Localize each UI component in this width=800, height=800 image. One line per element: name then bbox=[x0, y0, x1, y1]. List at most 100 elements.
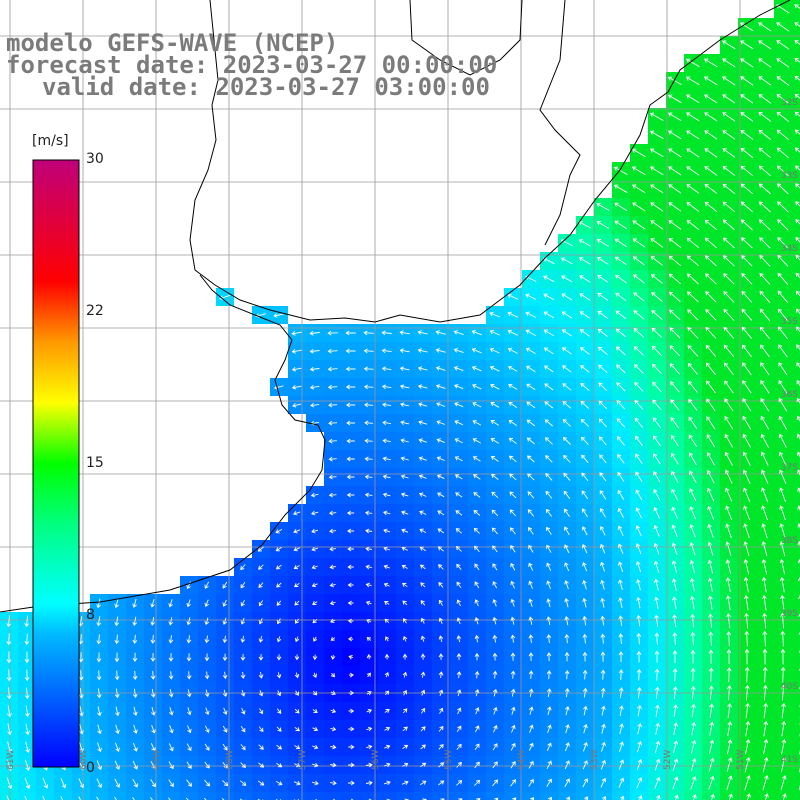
field-cell bbox=[54, 792, 72, 800]
field-cell bbox=[486, 792, 504, 800]
wind-arrow bbox=[743, 559, 750, 575]
wind-arrow bbox=[741, 237, 753, 249]
wind-arrow bbox=[383, 564, 390, 570]
wind-arrow bbox=[669, 309, 681, 321]
wind-arrow bbox=[204, 671, 210, 680]
wind-arrow bbox=[778, 380, 788, 394]
wind-arrow bbox=[420, 582, 426, 588]
wind-arrow bbox=[455, 510, 463, 516]
wind-arrow bbox=[455, 528, 462, 534]
wind-arrow bbox=[222, 762, 228, 769]
wind-arrow bbox=[150, 779, 156, 788]
wind-arrow bbox=[562, 436, 571, 445]
wind-arrow bbox=[726, 631, 732, 647]
wind-arrow bbox=[776, 129, 789, 141]
wind-arrow bbox=[203, 797, 207, 800]
wind-arrow bbox=[490, 420, 500, 426]
wind-arrow bbox=[454, 402, 464, 408]
wind-arrow bbox=[490, 438, 499, 444]
wind-arrow bbox=[471, 347, 482, 354]
wind-arrow bbox=[381, 348, 392, 354]
wind-arrow bbox=[382, 456, 391, 462]
wind-arrow bbox=[761, 594, 767, 611]
colorbar-scale bbox=[32, 159, 80, 768]
wind-arrow bbox=[655, 722, 661, 735]
wind-arrow bbox=[435, 384, 446, 389]
wind-arrow bbox=[725, 595, 731, 611]
wind-arrow bbox=[240, 617, 246, 625]
wind-arrow bbox=[364, 402, 374, 408]
wind-arrow bbox=[794, 4, 800, 9]
wind-arrow bbox=[758, 165, 771, 177]
wind-arrow bbox=[760, 451, 769, 466]
wind-arrow bbox=[510, 634, 516, 643]
wind-arrow bbox=[686, 184, 700, 194]
wind-arrow bbox=[727, 685, 732, 701]
wind-arrow bbox=[150, 598, 155, 608]
wind-arrow bbox=[420, 653, 426, 660]
wind-arrow bbox=[760, 362, 770, 376]
field-cell bbox=[792, 180, 800, 198]
wind-arrow bbox=[561, 329, 572, 337]
wind-arrow bbox=[758, 201, 771, 213]
wind-arrow bbox=[689, 577, 695, 592]
wind-arrow bbox=[686, 219, 700, 230]
wind-arrow bbox=[150, 797, 153, 800]
wind-arrow bbox=[115, 706, 120, 717]
wind-arrow bbox=[399, 366, 410, 372]
wind-arrow bbox=[653, 560, 660, 573]
field-cell bbox=[504, 792, 522, 800]
colorbar bbox=[32, 159, 80, 768]
wind-arrow bbox=[366, 726, 373, 732]
wind-arrow bbox=[348, 672, 354, 678]
wind-arrow bbox=[96, 796, 99, 800]
wind-arrow bbox=[222, 635, 228, 644]
wind-arrow bbox=[636, 741, 643, 753]
wind-arrow bbox=[546, 652, 552, 662]
colorbar-tick-22: 22 bbox=[86, 303, 104, 319]
wind-arrow bbox=[492, 743, 498, 751]
wind-arrow bbox=[668, 202, 682, 212]
wind-arrow bbox=[328, 420, 338, 426]
wind-arrow bbox=[614, 256, 627, 266]
wind-arrow bbox=[313, 636, 318, 642]
wind-arrow bbox=[671, 452, 679, 465]
wind-arrow bbox=[6, 615, 12, 628]
field-cell bbox=[792, 504, 800, 522]
wind-arrow bbox=[776, 40, 790, 50]
wind-arrow bbox=[526, 437, 535, 445]
wind-arrow bbox=[221, 798, 228, 800]
wind-arrow bbox=[796, 308, 800, 315]
wind-arrow bbox=[169, 725, 174, 734]
wind-arrow bbox=[311, 510, 319, 516]
wind-arrow bbox=[525, 293, 537, 300]
field-cell bbox=[792, 378, 800, 396]
wind-arrow bbox=[544, 401, 554, 409]
wind-arrow bbox=[794, 57, 800, 63]
wind-arrow bbox=[365, 780, 373, 786]
wind-arrow bbox=[294, 762, 301, 768]
wind-arrow bbox=[132, 688, 138, 699]
wind-arrow bbox=[582, 544, 588, 554]
wind-arrow bbox=[579, 347, 590, 355]
wind-arrow bbox=[671, 470, 679, 483]
wind-arrow bbox=[474, 563, 480, 571]
wind-arrow bbox=[582, 760, 588, 770]
field-cell bbox=[414, 792, 432, 800]
wind-arrow bbox=[474, 761, 480, 769]
wind-arrow bbox=[582, 597, 587, 608]
wind-arrow bbox=[345, 330, 356, 336]
wind-arrow bbox=[632, 238, 646, 248]
wind-arrow bbox=[168, 671, 174, 680]
wind-arrow bbox=[635, 561, 642, 573]
wind-arrow bbox=[366, 653, 372, 660]
wind-arrow bbox=[151, 706, 156, 716]
latitude-label: 38S bbox=[780, 536, 798, 546]
wind-arrow bbox=[744, 775, 751, 791]
wind-arrow bbox=[722, 183, 736, 194]
wind-arrow bbox=[472, 420, 482, 426]
wind-arrow bbox=[597, 346, 608, 355]
wind-arrow bbox=[509, 509, 517, 517]
wind-arrow bbox=[347, 528, 355, 534]
wind-arrow bbox=[545, 472, 553, 481]
